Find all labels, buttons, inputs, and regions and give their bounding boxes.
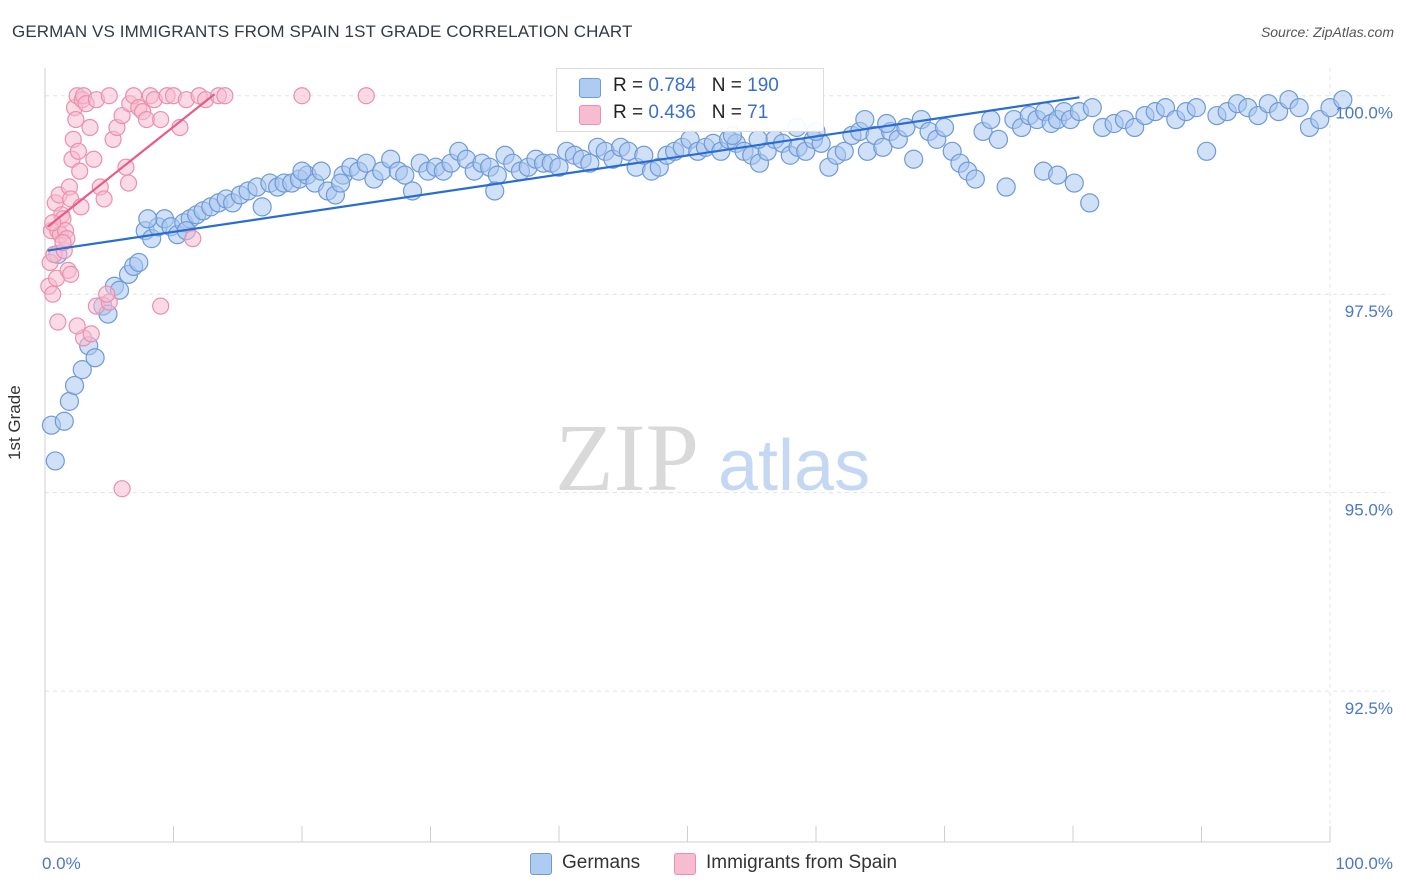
spain-point-51 bbox=[184, 230, 202, 248]
spain-point-69 bbox=[98, 285, 116, 303]
spain-point-37 bbox=[113, 106, 131, 125]
y-tick-label-1: 95.0% bbox=[1345, 501, 1393, 520]
spain-trend-line bbox=[46, 93, 216, 228]
legend-spain-swatch bbox=[674, 853, 696, 875]
spain-point-60 bbox=[68, 317, 86, 335]
series-legend: Germans Immigrants from Spain bbox=[0, 851, 1406, 877]
germans-point-177 bbox=[138, 209, 158, 229]
germans-point-1 bbox=[45, 451, 65, 471]
grid-lines bbox=[45, 68, 1390, 842]
germans-point-14 bbox=[129, 252, 149, 273]
germans-point-160 bbox=[1289, 98, 1309, 118]
y-tick-label-3: 100.0% bbox=[1335, 104, 1393, 123]
spain-point-63 bbox=[49, 313, 67, 331]
x-tick-label-min: 0.0% bbox=[42, 854, 81, 873]
series-germans bbox=[41, 90, 1353, 471]
germans-point-166 bbox=[1047, 165, 1068, 185]
spain-point-30 bbox=[85, 150, 103, 168]
spain-r-value: 0.436 bbox=[648, 102, 696, 123]
germans-point-32 bbox=[252, 197, 272, 217]
germans-point-175 bbox=[292, 161, 312, 181]
spain-point-29 bbox=[81, 118, 99, 137]
spain-swatch bbox=[579, 105, 601, 125]
germans-point-117 bbox=[904, 149, 924, 169]
germans-swatch bbox=[579, 78, 601, 98]
spain-point-38 bbox=[117, 158, 135, 176]
spain-point-58 bbox=[152, 297, 170, 315]
germans-point-113 bbox=[873, 137, 893, 157]
spain-n-label: N = bbox=[711, 102, 748, 123]
spain-point-34 bbox=[100, 87, 118, 105]
germans-point-169 bbox=[855, 109, 875, 130]
y-tick-label-2: 97.5% bbox=[1345, 302, 1393, 321]
spain-point-56 bbox=[293, 87, 311, 105]
germans-point-63 bbox=[487, 165, 507, 185]
germans-r-label: R = bbox=[613, 75, 649, 96]
germans-point-176 bbox=[330, 173, 351, 193]
germans-point-51 bbox=[395, 165, 415, 185]
germans-point-108 bbox=[834, 141, 854, 161]
germans-point-170 bbox=[877, 113, 897, 134]
germans-point-2 bbox=[54, 411, 74, 431]
germans-point-167 bbox=[1064, 173, 1084, 193]
spain-point-70 bbox=[119, 174, 138, 192]
germans-point-7 bbox=[85, 348, 105, 368]
spain-point-55 bbox=[216, 87, 234, 105]
source-label: Source: ZipAtlas.com bbox=[1260, 24, 1394, 40]
germans-point-71 bbox=[549, 157, 569, 177]
germans-point-164 bbox=[1333, 90, 1353, 110]
germans-point-140 bbox=[1082, 98, 1102, 118]
chart-title: GERMAN VS IMMIGRANTS FROM SPAIN 1ST GRAD… bbox=[12, 22, 633, 41]
watermark-atlas: atlas bbox=[718, 426, 870, 506]
spain-point-24 bbox=[71, 162, 89, 180]
legend-germans-label: Germans bbox=[562, 852, 641, 873]
germans-point-4 bbox=[64, 375, 85, 396]
x-tick-label-max: 100.0% bbox=[1335, 854, 1393, 873]
germans-point-40 bbox=[311, 161, 331, 181]
germans-trend-line bbox=[47, 96, 1080, 252]
watermark: ZIP atlas bbox=[555, 404, 870, 511]
germans-point-129 bbox=[996, 177, 1016, 197]
germans-point-150 bbox=[1186, 98, 1206, 118]
germans-point-179 bbox=[485, 181, 505, 201]
germans-point-82 bbox=[634, 145, 654, 165]
germans-point-3 bbox=[59, 391, 80, 411]
spain-point-21 bbox=[67, 110, 85, 129]
y-axis-label: 1st Grade bbox=[5, 385, 24, 460]
spain-r-label: R = bbox=[613, 102, 649, 123]
germans-point-128 bbox=[988, 129, 1009, 149]
germans-point-125 bbox=[965, 169, 985, 189]
germans-point-46 bbox=[356, 153, 376, 173]
germans-point-168 bbox=[1080, 193, 1100, 213]
spain-point-3 bbox=[44, 285, 62, 303]
germans-point-127 bbox=[981, 109, 1001, 130]
spain-point-64 bbox=[113, 480, 131, 498]
germans-n-label: N = bbox=[711, 75, 748, 96]
spain-point-57 bbox=[357, 87, 375, 105]
series-spain bbox=[40, 87, 375, 498]
axes bbox=[44, 68, 1331, 843]
watermark-zip: ZIP bbox=[555, 404, 699, 511]
spain-point-68 bbox=[82, 325, 100, 343]
spain-point-33 bbox=[95, 190, 113, 208]
tick-labels: 92.5% 95.0% 97.5% 100.0% 0.0% 100.0% bbox=[42, 104, 1393, 873]
legend-germans-swatch bbox=[530, 853, 552, 875]
spain-point-46 bbox=[152, 110, 170, 129]
germans-n-value: 190 bbox=[747, 75, 779, 96]
y-tick-label-0: 92.5% bbox=[1345, 699, 1393, 718]
legend-spain-label: Immigrants from Spain bbox=[706, 852, 898, 873]
trend-lines bbox=[46, 93, 1080, 252]
germans-point-151 bbox=[1197, 141, 1217, 161]
germans-point-121 bbox=[934, 117, 955, 138]
germans-r-value: 0.784 bbox=[648, 75, 696, 96]
spain-n-value: 71 bbox=[747, 102, 769, 123]
germans-point-75 bbox=[580, 153, 600, 173]
spain-point-67 bbox=[62, 265, 80, 283]
stats-legend: R = 0.784 N = 190 R = 0.436 N = 71 bbox=[556, 68, 824, 132]
germans-point-5 bbox=[72, 360, 92, 380]
spain-point-23 bbox=[69, 142, 88, 160]
